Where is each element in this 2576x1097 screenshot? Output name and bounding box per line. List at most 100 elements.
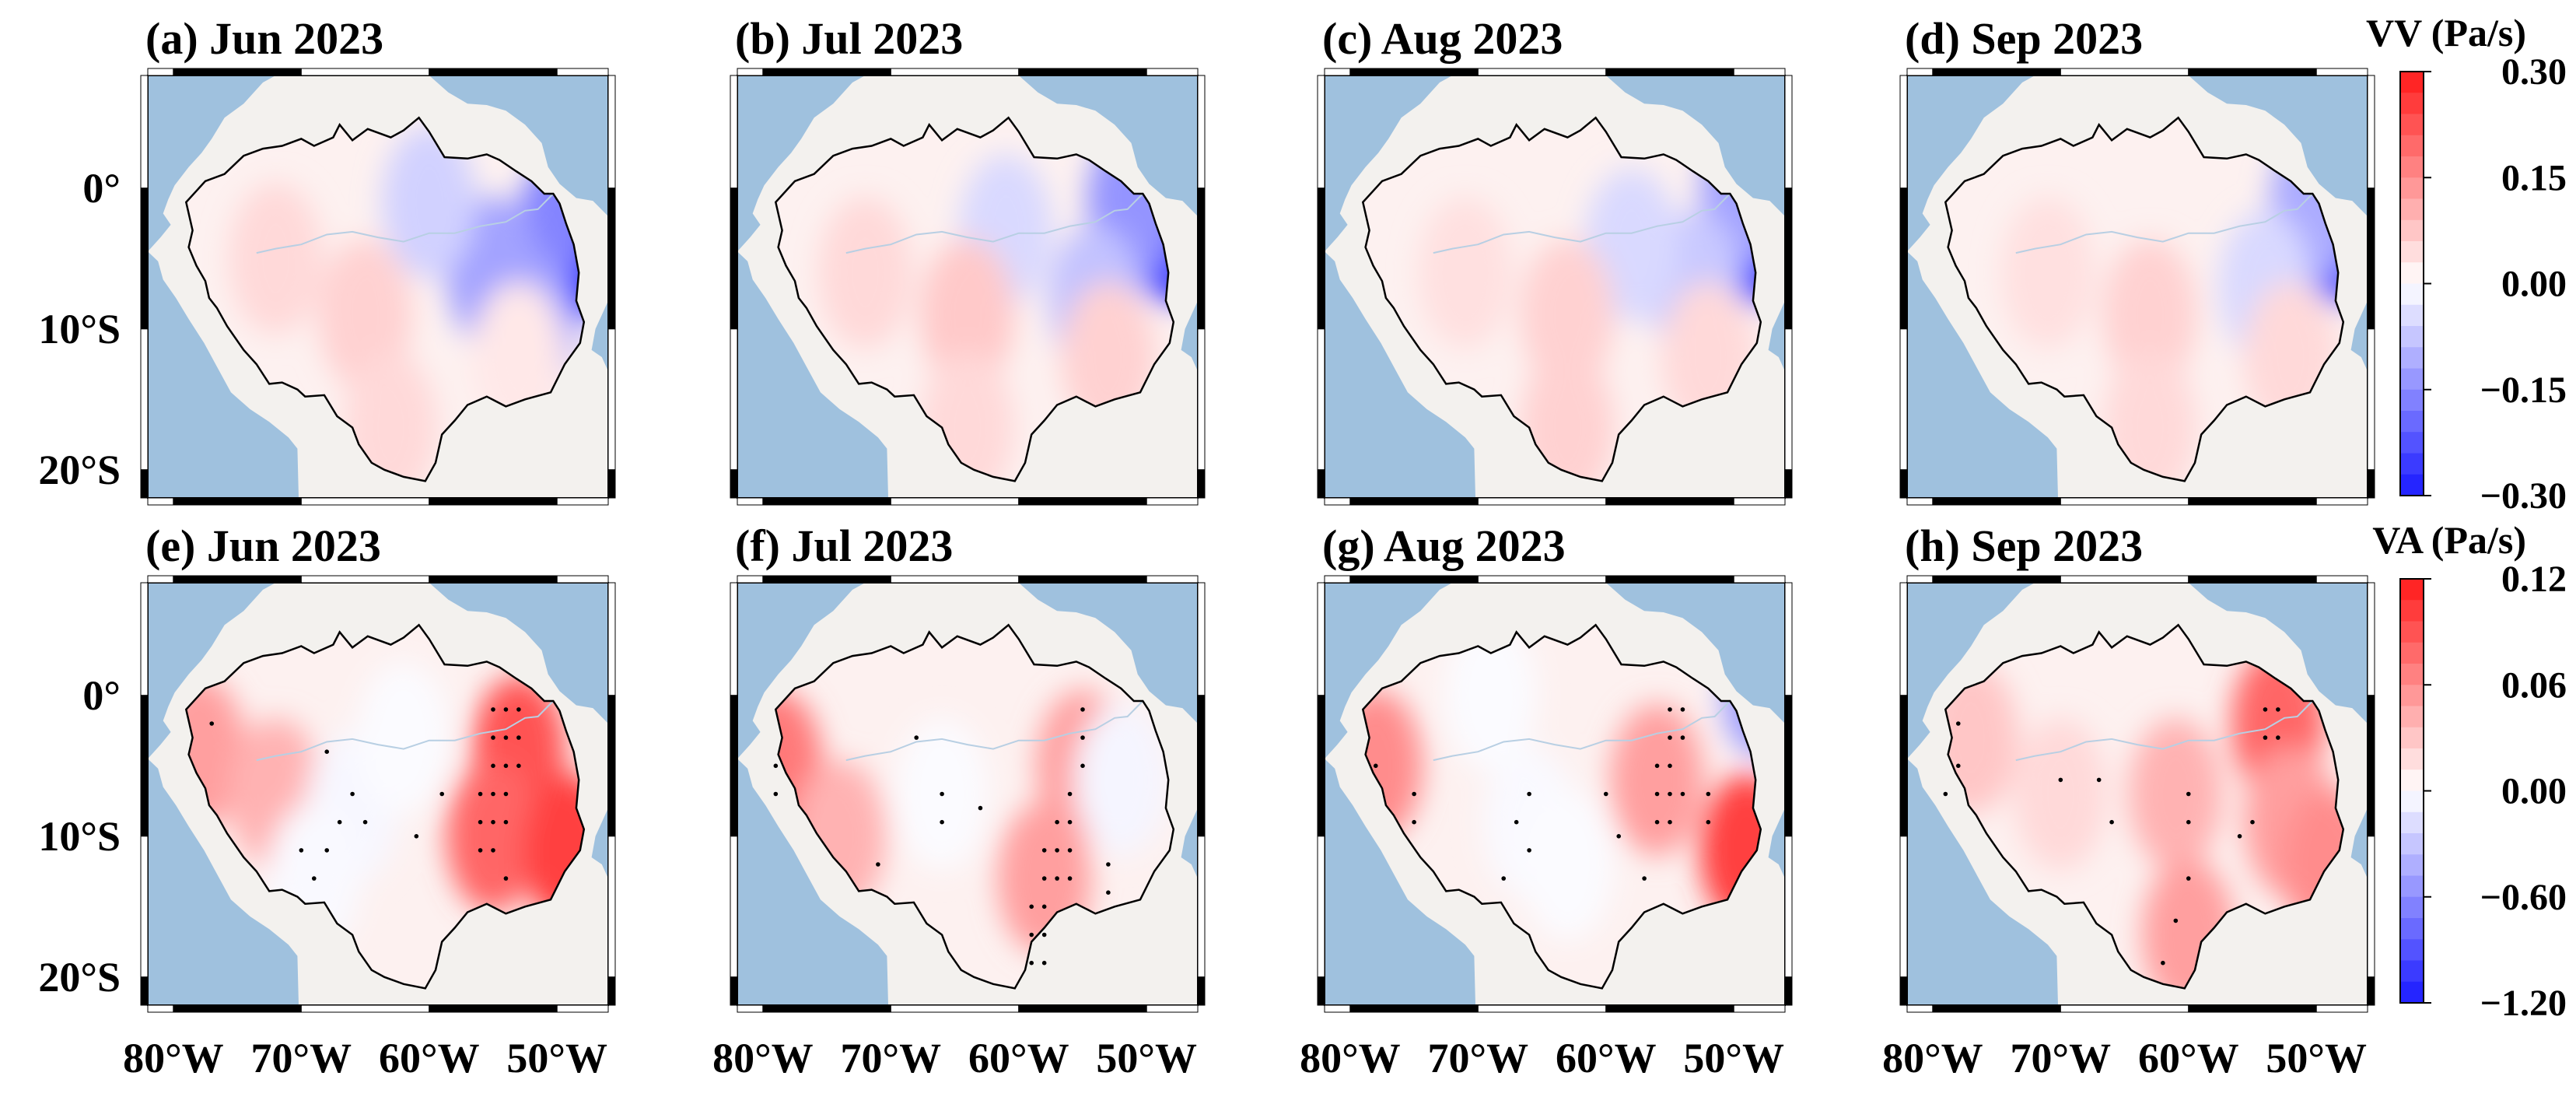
significance-dot <box>1955 721 1961 726</box>
frame-top-segment <box>1349 68 1479 76</box>
map-panel-vv-2: (b) Jul 2023 <box>730 13 1206 506</box>
anomaly-blob <box>1699 774 1761 927</box>
colorbar-step <box>2400 769 2424 791</box>
significance-dot <box>2250 819 2255 825</box>
significance-dot <box>503 876 509 881</box>
colorbar-step <box>2400 411 2424 433</box>
significance-dot <box>1055 819 1059 825</box>
frame-left-segment <box>1317 976 1325 1006</box>
significance-dot <box>2186 819 2191 825</box>
frame-bottom-segment <box>429 1004 558 1013</box>
frame-bottom-segment <box>1605 1004 1734 1013</box>
colorbar-step <box>2400 156 2424 178</box>
basin-outline <box>184 623 586 990</box>
frame-bottom-segment <box>1349 497 1479 506</box>
frame-bottom-segment <box>1906 1004 1934 1013</box>
significance-dot <box>1955 763 1961 769</box>
anomaly-blob <box>1521 239 1615 391</box>
colorbar-step <box>2400 727 2424 749</box>
x-tick-label: 50°W <box>1683 1035 1784 1081</box>
frame-top-segment <box>762 68 891 76</box>
frame-left-segment <box>1899 188 1908 330</box>
significance-dot <box>1654 791 1660 797</box>
significance-dot <box>1654 819 1660 825</box>
x-tick-label: 60°W <box>1556 1035 1657 1081</box>
frame-left-segment <box>730 469 738 499</box>
frame-top-segment <box>1906 68 1934 76</box>
frame-top-segment <box>1733 68 1786 76</box>
panel-title: (d) Sep 2023 <box>1905 13 2143 64</box>
panel-title: (h) Sep 2023 <box>1905 520 2143 571</box>
colorbar-step <box>2400 368 2424 391</box>
significance-dot <box>478 791 483 797</box>
frame-top-segment <box>1324 575 1351 584</box>
significance-dot <box>324 848 330 853</box>
frame-bottom-segment <box>173 1004 302 1013</box>
frame-bottom-segment <box>1018 1004 1147 1013</box>
significance-dot <box>1668 707 1672 712</box>
significance-dot <box>311 876 317 881</box>
anomaly-blob <box>2000 196 2095 349</box>
frame-right-segment <box>1784 188 1793 330</box>
colorbar-tick-label: 0.06 <box>2501 664 2567 706</box>
frame-right-segment <box>607 188 616 330</box>
significance-dot <box>1514 819 1519 825</box>
colorbar-step <box>2400 283 2424 306</box>
colorbar-step <box>2400 642 2424 664</box>
y-tick-label: 20°S <box>38 954 121 1001</box>
frame-bottom-segment <box>1932 1004 2061 1013</box>
frame-left-segment <box>1317 469 1325 499</box>
significance-dot <box>1527 848 1531 853</box>
significance-dot <box>2263 735 2268 740</box>
colorbar-step <box>2400 896 2424 919</box>
frame-bottom-segment <box>890 1004 1020 1013</box>
frame-right-segment <box>1197 75 1206 189</box>
significance-dot <box>1029 932 1034 938</box>
anomaly-blob <box>921 239 1014 391</box>
x-tick-label: 50°W <box>506 1035 607 1081</box>
map-panel-vv-3: (c) Aug 2023 <box>1317 13 1793 506</box>
colorbar-va: VA (Pa/s)0.12 0.06 0.00 −0.60 −1.20 <box>2372 518 2567 1024</box>
significance-dot <box>503 763 509 769</box>
frame-top-segment <box>2060 575 2189 584</box>
frame-top-segment <box>1605 68 1734 76</box>
map-panel-va-4: (h) Sep 2023 <box>1899 520 2375 1013</box>
significance-dot <box>491 707 495 712</box>
significance-dot <box>2058 777 2063 783</box>
frame-right-segment <box>2367 469 2375 499</box>
frame-right-segment <box>1197 976 1206 1006</box>
colorbar-vv: VV (Pa/s)0.30 0.15 0.00 −0.15 −0.30 <box>2366 11 2567 517</box>
colorbar-step <box>2400 875 2424 898</box>
frame-top-segment <box>556 68 609 76</box>
significance-dot <box>1680 735 1685 740</box>
map-panel-va-2: (f) Jul 2023 <box>730 520 1206 1013</box>
frame-top-segment <box>1324 68 1351 76</box>
frame-bottom-segment <box>762 497 891 506</box>
frame-top-segment <box>1932 575 2061 584</box>
frame-right-segment <box>1197 582 1206 696</box>
frame-left-segment <box>1317 695 1325 837</box>
frame-bottom-segment <box>2188 1004 2317 1013</box>
colorbar-tick-label: −0.15 <box>2480 370 2567 411</box>
frame-bottom-segment <box>556 1004 609 1013</box>
x-tick-label: 80°W <box>123 1035 224 1081</box>
significance-dot <box>350 791 355 797</box>
colorbar-step <box>2400 664 2424 685</box>
basin-outline <box>774 116 1175 482</box>
frame-left-segment <box>730 75 738 189</box>
frame-right-segment <box>1197 695 1206 837</box>
river-line <box>2015 700 2314 762</box>
significance-dot <box>1067 876 1073 881</box>
significance-dot <box>1680 707 1685 712</box>
frame-bottom-segment <box>1477 497 1607 506</box>
significance-dot <box>1041 876 1047 881</box>
significance-dot <box>2276 735 2280 740</box>
colorbar-step <box>2400 219 2424 242</box>
frame-top-segment <box>1932 68 2061 76</box>
frame-top-segment <box>1349 575 1479 584</box>
map-panel-vv-1: (a) Jun 2023 <box>140 13 616 506</box>
frame-top-segment <box>556 575 609 584</box>
frame-bottom-segment <box>1932 497 2061 506</box>
significance-dot <box>503 735 509 740</box>
